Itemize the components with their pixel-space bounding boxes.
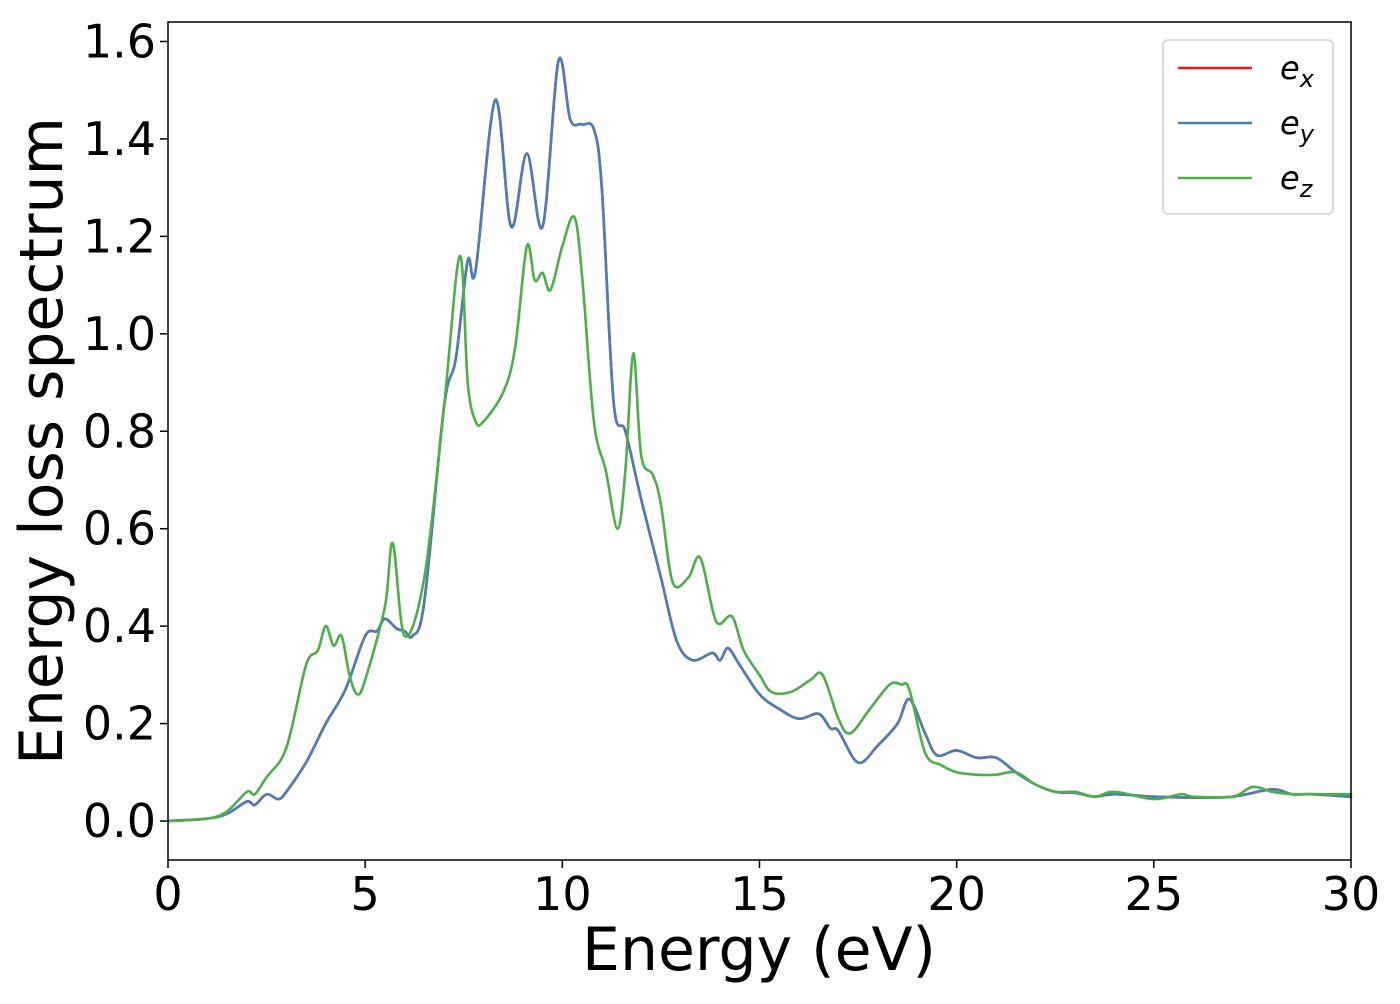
legend-label-subscript: z <box>1299 175 1314 203</box>
y-axis-title: Energy loss spectrum <box>7 117 77 765</box>
legend-label-x: ex <box>1280 49 1315 93</box>
legend-label-base: e <box>1280 159 1300 197</box>
y-tick-label: 0.6 <box>83 502 156 556</box>
legend-label-y: ey <box>1280 104 1315 148</box>
x-axis: 0 5 10 15 20 25 30 <box>153 860 1380 921</box>
legend-label-base: e <box>1280 104 1300 142</box>
x-tick-label: 15 <box>730 867 789 921</box>
x-tick-label: 5 <box>351 867 380 921</box>
legend-label-base: e <box>1280 49 1300 87</box>
x-tick-label: 10 <box>533 867 592 921</box>
legend-label-subscript: x <box>1299 65 1315 93</box>
y-axis: 0.0 0.2 0.4 0.6 0.8 1.0 1.2 1.4 1.6 <box>83 14 168 848</box>
legend-label-subscript: y <box>1299 120 1315 148</box>
legend-label-z: ez <box>1280 159 1314 203</box>
y-tick-label: 1.6 <box>83 14 156 68</box>
series-layer <box>166 56 1353 823</box>
y-tick-label: 0.2 <box>83 697 156 751</box>
y-tick-label: 1.0 <box>83 307 156 361</box>
x-tick-label: 30 <box>1322 867 1381 921</box>
x-tick-label: 0 <box>153 867 182 921</box>
legend-box <box>1162 39 1334 215</box>
y-tick-label: 0.8 <box>83 404 156 458</box>
y-tick-label: 1.2 <box>83 209 156 263</box>
y-tick-label: 1.4 <box>83 112 156 166</box>
x-axis-title: Energy (eV) <box>582 915 936 985</box>
x-tick-label: 25 <box>1125 867 1184 921</box>
x-tick-label: 20 <box>927 867 986 921</box>
y-tick-label: 0.4 <box>83 599 156 653</box>
y-tick-label: 0.0 <box>83 794 156 848</box>
series-line-z <box>166 214 1353 823</box>
